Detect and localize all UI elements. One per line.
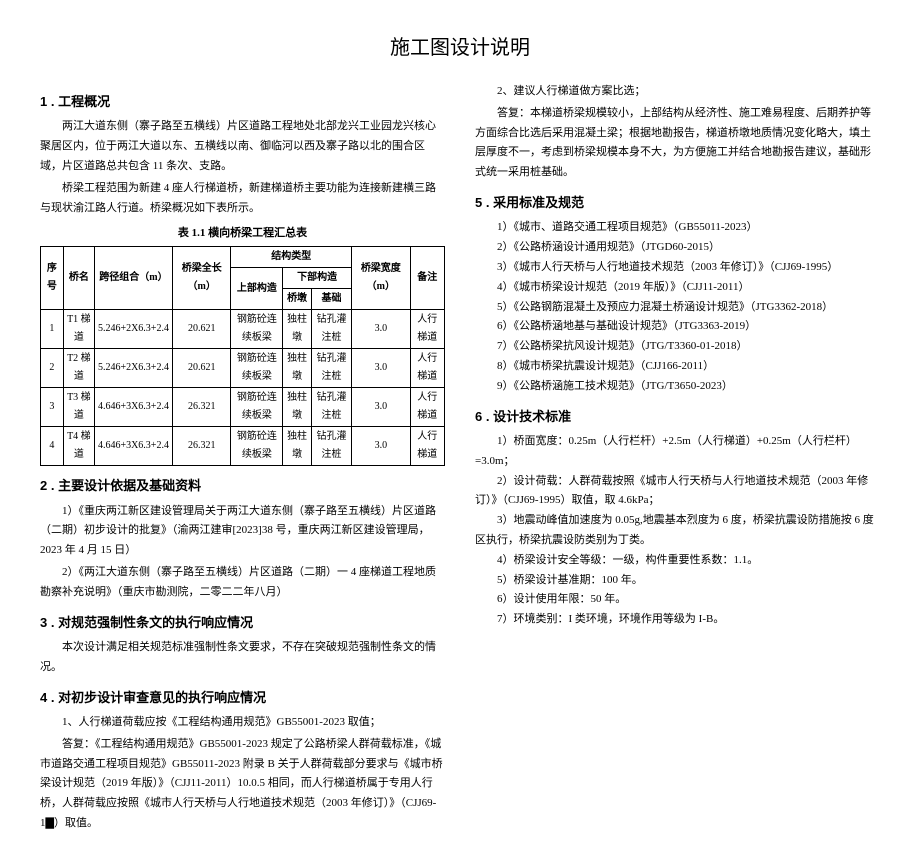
tech-item: 4）桥梁设计安全等级：一级，构件重要性系数：1.1。 — [475, 551, 880, 571]
cell: T3 梯道 — [63, 388, 94, 427]
std-item: 2）《公路桥涵设计通用规范》（JTGD60-2015） — [475, 238, 880, 258]
bridge-summary-table: 序号 桥名 跨径组合（m） 桥梁全长（m） 结构类型 桥梁宽度（m） 备注 上部… — [40, 246, 445, 466]
cell: 1 — [41, 310, 64, 349]
para-1-1: 两江大道东侧（寨子路至五横线）片区道路工程地处北部龙兴工业园龙兴核心聚居区内，位… — [40, 117, 445, 176]
heading-2: 2 . 主要设计依据及基础资料 — [40, 474, 445, 497]
table-row: 3 T3 梯道 4.646+3X6.3+2.4 26.321 钢筋砼连续板梁 独… — [41, 388, 445, 427]
item-2-1: 1）《重庆两江新区建设管理局关于两江大道东侧（寨子路至五横线）片区道路（二期）初… — [40, 502, 445, 561]
heading-3: 3 . 对规范强制性条文的执行响应情况 — [40, 611, 445, 634]
tech-item: 1）桥面宽度：0.25m（人行栏杆）+2.5m（人行梯道）+0.25m（人行栏杆… — [475, 432, 880, 472]
cell: 钻孔灌注桩 — [311, 427, 351, 466]
cell: 4.646+3X6.3+2.4 — [94, 388, 172, 427]
table-header-row-1: 序号 桥名 跨径组合（m） 桥梁全长（m） 结构类型 桥梁宽度（m） 备注 — [41, 247, 445, 268]
std-item: 5）《公路钢筋混凝土及预应力混凝土桥涵设计规范》（JTG3362-2018） — [475, 298, 880, 318]
cell: 独柱墩 — [283, 388, 312, 427]
tech-item: 3）地震动峰值加速度为 0.05g,地震基本烈度为 6 度，桥梁抗震设防措施按 … — [475, 511, 880, 551]
cell: 3.0 — [352, 310, 411, 349]
cell: 4 — [41, 427, 64, 466]
cell: T1 梯道 — [63, 310, 94, 349]
std-item: 9）《公路桥涵施工技术规范》（JTG/T3650-2023） — [475, 377, 880, 397]
cell: 钻孔灌注桩 — [311, 349, 351, 388]
th-note: 备注 — [410, 247, 444, 310]
std-item: 4）《城市桥梁设计规范（2019 年版）》（CJJ11-2011） — [475, 278, 880, 298]
tech-item: 6）设计使用年限：50 年。 — [475, 590, 880, 610]
table-row: 1 T1 梯道 5.246+2X6.3+2.4 20.621 钢筋砼连续板梁 独… — [41, 310, 445, 349]
th-seq: 序号 — [41, 247, 64, 310]
cell: 2 — [41, 349, 64, 388]
para-3: 本次设计满足相关规范标准强制性条文要求，不存在突破规范强制性条文的情况。 — [40, 638, 445, 678]
cell: 钻孔灌注桩 — [311, 310, 351, 349]
cell: 钢筋砼连续板梁 — [231, 388, 283, 427]
doc-title: 施工图设计说明 — [40, 30, 880, 66]
std-item: 1）《城市、道路交通工程项目规范》（GB55011-2023） — [475, 218, 880, 238]
cell: 独柱墩 — [283, 427, 312, 466]
std-item: 8）《城市桥梁抗震设计规范》（CJJ166-2011） — [475, 357, 880, 377]
right-column: 2、建议人行梯道做方案比选； 答复：本梯道桥梁规模较小，上部结构从经济性、施工难… — [475, 82, 880, 836]
heading-5: 5 . 采用标准及规范 — [475, 191, 880, 214]
cell: 人行梯道 — [410, 427, 444, 466]
th-len: 桥梁全长（m） — [172, 247, 231, 310]
tech-item: 2）设计荷载：人群荷载按照《城市人行天桥与人行地道技术规范（2003 年修订）》… — [475, 472, 880, 512]
th-span: 跨径组合（m） — [94, 247, 172, 310]
para-1-2: 桥梁工程范围为新建 4 座人行梯道桥，新建梯道桥主要功能为连接新建横三路与现状渝… — [40, 179, 445, 219]
cell: 人行梯道 — [410, 349, 444, 388]
table-row: 2 T2 梯道 5.246+2X6.3+2.4 20.621 钢筋砼连续板梁 独… — [41, 349, 445, 388]
heading-1: 1 . 工程概况 — [40, 90, 445, 113]
item-2-2: 2）《两江大道东侧（寨子路至五横线）片区道路（二期）一 4 座梯道工程地质勘察补… — [40, 563, 445, 603]
cell: 3 — [41, 388, 64, 427]
table-caption: 表 1.1 横向桥梁工程汇总表 — [40, 224, 445, 244]
cell: 人行梯道 — [410, 310, 444, 349]
th-found: 基础 — [311, 289, 351, 310]
cell: 钻孔灌注桩 — [311, 388, 351, 427]
left-column: 1 . 工程概况 两江大道东侧（寨子路至五横线）片区道路工程地处北部龙兴工业园龙… — [40, 82, 445, 836]
cell: 20.621 — [172, 349, 231, 388]
th-lower: 下部构造 — [283, 268, 352, 289]
th-upper: 上部构造 — [231, 268, 283, 310]
cell: T2 梯道 — [63, 349, 94, 388]
cell: 独柱墩 — [283, 349, 312, 388]
th-name: 桥名 — [63, 247, 94, 310]
item-4-1: 1、人行梯道荷载应按《工程结构通用规范》GB55001-2023 取值； — [40, 713, 445, 733]
cell: T4 梯道 — [63, 427, 94, 466]
std-item: 6）《公路桥涵地基与基础设计规范》（JTG3363-2019） — [475, 317, 880, 337]
th-struct: 结构类型 — [231, 247, 352, 268]
item-4-2: 2、建议人行梯道做方案比选； — [475, 82, 880, 102]
heading-6: 6 . 设计技术标准 — [475, 405, 880, 428]
cell: 26.321 — [172, 388, 231, 427]
tech-item: 7）环境类别：I 类环境，环境作用等级为 I-B。 — [475, 610, 880, 630]
table-row: 4 T4 梯道 4.646+3X6.3+2.4 26.321 钢筋砼连续板梁 独… — [41, 427, 445, 466]
std-item: 7）《公路桥梁抗风设计规范》（JTG/T3360-01-2018） — [475, 337, 880, 357]
th-pier: 桥墩 — [283, 289, 312, 310]
cell: 钢筋砼连续板梁 — [231, 310, 283, 349]
cell: 4.646+3X6.3+2.4 — [94, 427, 172, 466]
cell: 独柱墩 — [283, 310, 312, 349]
para-4-2-reply: 答复：本梯道桥梁规模较小，上部结构从经济性、施工难易程度、后期养护等方面综合比选… — [475, 104, 880, 183]
cell: 人行梯道 — [410, 388, 444, 427]
para-4-reply: 答复：《工程结构通用规范》GB55001-2023 规定了公路桥梁人群荷载标准，… — [40, 735, 445, 834]
cell: 钢筋砼连续板梁 — [231, 427, 283, 466]
cell: 5.246+2X6.3+2.4 — [94, 349, 172, 388]
cell: 26.321 — [172, 427, 231, 466]
cell: 钢筋砼连续板梁 — [231, 349, 283, 388]
cell: 3.0 — [352, 388, 411, 427]
heading-4: 4 . 对初步设计审查意见的执行响应情况 — [40, 686, 445, 709]
cell: 20.621 — [172, 310, 231, 349]
tech-item: 5）桥梁设计基准期：100 年。 — [475, 571, 880, 591]
cell: 3.0 — [352, 427, 411, 466]
th-width: 桥梁宽度（m） — [352, 247, 411, 310]
cell: 5.246+2X6.3+2.4 — [94, 310, 172, 349]
two-column-layout: 1 . 工程概况 两江大道东侧（寨子路至五横线）片区道路工程地处北部龙兴工业园龙… — [40, 82, 880, 836]
cell: 3.0 — [352, 349, 411, 388]
std-item: 3）《城市人行天桥与人行地道技术规范（2003 年修订）》（CJJ69-1995… — [475, 258, 880, 278]
